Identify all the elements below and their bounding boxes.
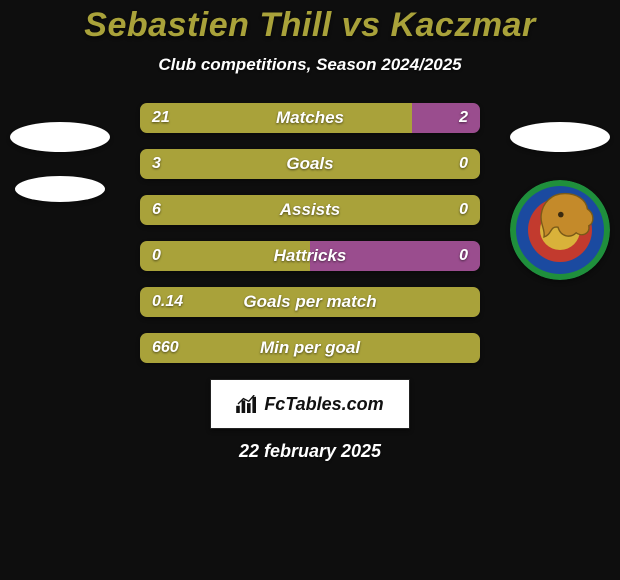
stat-row: Goals 3 0 (140, 149, 480, 179)
stat-label: Hattricks (274, 246, 347, 266)
comparison-bars: Matches212Goals30Assists60Hattricks00Goa… (140, 103, 480, 363)
stat-label: Assists (280, 200, 340, 220)
stat-value-left: 21 (152, 109, 170, 127)
subtitle: Club competitions, Season 2024/2025 (0, 55, 620, 75)
player-left-ellipse-2 (15, 176, 105, 202)
player-right-ellipse (510, 122, 610, 152)
date-label: 22 february 2025 (0, 441, 620, 462)
stat-value-right: 0 (459, 247, 468, 265)
stat-row: Goals per match 0.14 (140, 287, 480, 317)
stat-value-left: 0 (152, 247, 161, 265)
stat-value-left: 0.14 (152, 293, 183, 311)
stat-row: Assists 6 0 (140, 195, 480, 225)
logo-text: FcTables.com (264, 394, 383, 415)
stat-label: Goals per match (243, 292, 376, 312)
player-left-ellipse-1 (10, 122, 110, 152)
stat-label: Goals (286, 154, 333, 174)
stat-value-right: 0 (459, 201, 468, 219)
stat-row: Min per goal 660 (140, 333, 480, 363)
stat-row: Matches 21 2 (140, 103, 480, 133)
stat-row: Hattricks 0 0 (140, 241, 480, 271)
stat-value-right: 2 (459, 109, 468, 127)
club-crest-right (510, 180, 610, 280)
stat-bar-right (412, 103, 480, 133)
stat-label: Matches (276, 108, 344, 128)
fctables-logo: FcTables.com (210, 379, 410, 429)
stat-value-right: 0 (459, 155, 468, 173)
stat-value-left: 660 (152, 339, 179, 357)
page-title: Sebastien Thill vs Kaczmar (0, 0, 620, 45)
bar-chart-icon (236, 395, 258, 413)
infographic: Sebastien Thill vs Kaczmar Club competit… (0, 0, 620, 580)
stat-value-left: 3 (152, 155, 161, 173)
stat-value-left: 6 (152, 201, 161, 219)
stat-label: Min per goal (260, 338, 360, 358)
crest-lion-icon (530, 188, 600, 258)
